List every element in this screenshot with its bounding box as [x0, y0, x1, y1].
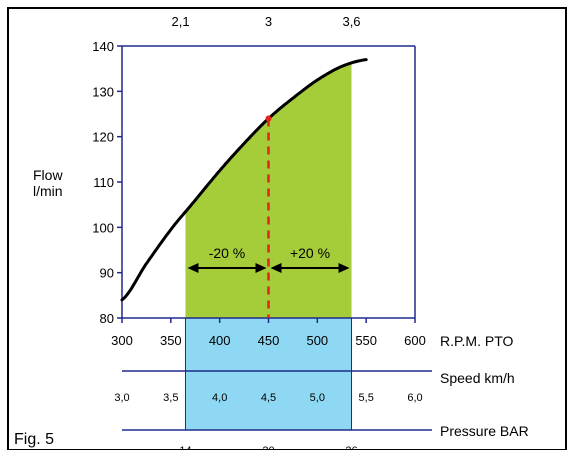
- speed-tick-label: 3,5: [163, 392, 178, 404]
- pressure-axis-label: Pressure BAR: [440, 423, 529, 439]
- y-tick-label: 80: [100, 311, 114, 326]
- pressure-tick-label: 14: [179, 445, 191, 450]
- x-tick-label: 500: [306, 333, 328, 348]
- range-label: +20 %: [290, 245, 330, 261]
- flow-curve: [120, 58, 368, 302]
- top-tick-label: 3,6: [342, 14, 360, 29]
- pressure-tick-label: 26: [345, 445, 357, 450]
- x-tick-label: 400: [209, 333, 231, 348]
- y-tick-label: 140: [92, 39, 114, 54]
- speed-tick-label: 4,0: [212, 392, 227, 404]
- x-tick-label: 300: [111, 333, 133, 348]
- speed-tick-label: 5,5: [359, 392, 374, 404]
- top-tick-label: 2,1: [172, 14, 190, 29]
- range-arrow-head-left: [270, 263, 282, 273]
- figure-label: Fig. 5: [14, 431, 54, 448]
- speed-tick-label: 3,0: [114, 392, 129, 404]
- speed-tick-label: 4,5: [261, 392, 276, 404]
- y-tick-label: 120: [92, 130, 114, 145]
- x-axis-label: R.P.M. PTO: [440, 333, 514, 349]
- x-tick-label: 350: [160, 333, 182, 348]
- x-tick-label: 550: [355, 333, 377, 348]
- range-label: -20 %: [209, 245, 246, 261]
- y-tick-label: 130: [92, 84, 114, 99]
- pressure-tick-label: 20: [262, 445, 274, 450]
- axis-ticks: 80 90 100 110 120 130 140 300 350 400 450 500 550 600…: [92, 14, 426, 450]
- figure-frame: [7, 7, 567, 450]
- x-tick-label: 450: [258, 333, 280, 348]
- range-arrows: -20 % +20 %: [187, 245, 350, 273]
- y-axis-label-line1: Flow: [33, 167, 63, 183]
- y-tick-label: 110: [93, 175, 114, 190]
- range-arrow-head-right: [338, 263, 350, 273]
- nominal-point: [265, 115, 272, 122]
- speed-tick-label: 6,0: [407, 392, 422, 404]
- range-arrow-head-left: [187, 263, 199, 273]
- x-tick-label: 600: [404, 333, 426, 348]
- speed-tick-label: 5,0: [310, 392, 325, 404]
- top-tick-label: 3: [265, 14, 272, 29]
- speed-axis-label: Speed km/h: [440, 370, 515, 386]
- range-arrow-head-right: [255, 263, 267, 273]
- y-tick-label: 90: [100, 266, 114, 281]
- y-axis-label-line2: l/min: [33, 183, 63, 199]
- operating-range-band: [185, 318, 352, 430]
- y-tick-label: 100: [92, 220, 114, 235]
